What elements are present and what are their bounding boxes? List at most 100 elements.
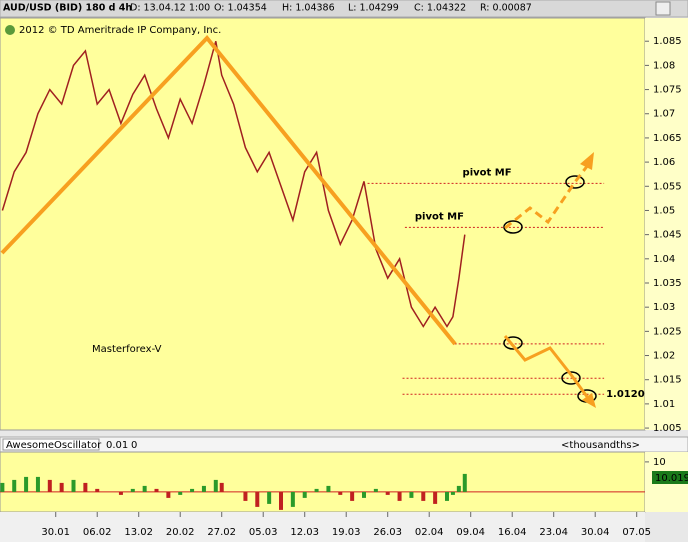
osc-bar: [267, 491, 272, 504]
x-tick-label: 30.01: [41, 527, 70, 538]
y-tick-label: 1.085: [653, 36, 682, 47]
y-tick-label: 10: [653, 457, 666, 468]
osc-bar: [178, 491, 183, 495]
osc-bar: [350, 491, 355, 501]
ellipse: [503, 220, 523, 234]
y-tick-label: 1.06: [653, 157, 675, 168]
osc-bar: [201, 485, 206, 492]
osc-bar: [302, 491, 307, 498]
x-tick-label: 13.02: [124, 527, 153, 538]
osc-panel: [0, 451, 646, 513]
osc-bar: [421, 491, 426, 501]
symbol: AUD/USD (BID) 180 d 4h: [3, 3, 132, 14]
osc-bar: [118, 491, 123, 495]
y-tick-label: 1.005: [653, 423, 682, 434]
y-tick-label: 1.055: [653, 181, 682, 192]
info-icon: [5, 25, 15, 35]
header-range: R: 0.00087: [480, 3, 532, 14]
x-tick-label: 30.04: [581, 527, 610, 538]
ellipse: [561, 371, 581, 385]
y-tick-label: 1.08: [653, 60, 675, 71]
window-button[interactable]: [655, 1, 671, 16]
x-tick-label: 23.04: [539, 527, 568, 538]
osc-title-box: [2, 438, 100, 451]
y-tick-label: 1.035: [653, 278, 682, 289]
osc-bar: [456, 485, 461, 492]
osc-bar: [326, 485, 331, 492]
x-tick-label: 16.04: [498, 527, 527, 538]
osc-bar: [243, 491, 248, 501]
y-tick-label: 1.015: [653, 375, 682, 386]
ellipse: [503, 336, 523, 350]
osc-bar: [462, 473, 467, 492]
x-tick-label: 26.03: [373, 527, 402, 538]
y-tick-label: 1.03: [653, 302, 675, 313]
y-tick-label: 1.065: [653, 133, 682, 144]
arrow-head: [582, 393, 596, 408]
price-axis: [645, 18, 688, 430]
x-tick-label: 02.04: [415, 527, 444, 538]
forecast-down: [503, 335, 590, 399]
osc-bar: [130, 488, 135, 492]
osc-marker-label: 10.019: [655, 473, 688, 484]
x-tick-label: 05.03: [249, 527, 278, 538]
y-tick-label: 1.075: [653, 85, 682, 96]
osc-bar: [0, 482, 5, 492]
x-tick-label: 07.05: [622, 527, 651, 538]
osc-bar: [219, 482, 224, 492]
osc-bar: [95, 488, 100, 492]
header-date: D: 13.04.12 1:00: [130, 3, 210, 14]
osc-bar: [373, 488, 378, 492]
osc-bar: [314, 488, 319, 492]
osc-bar: [409, 491, 414, 498]
ellipse: [565, 175, 585, 189]
osc-bar: [450, 491, 455, 495]
osc-bar: [12, 479, 17, 492]
osc-bar: [142, 485, 147, 492]
osc-bar: [71, 479, 76, 492]
x-tick-label: 19.03: [332, 527, 361, 538]
price-line: [1, 41, 466, 328]
osc-bar: [166, 491, 171, 498]
osc-bar: [433, 491, 438, 504]
osc-bar: [213, 479, 218, 492]
osc-bar: [24, 476, 29, 492]
x-tick-label: 06.02: [83, 527, 112, 538]
date-axis: [0, 512, 645, 542]
header-low: L: 1.04299: [348, 3, 399, 14]
y-tick-label: 1.045: [653, 230, 682, 241]
header-high: H: 1.04386: [282, 3, 335, 14]
x-tick-label: 12.03: [290, 527, 319, 538]
y-tick-label: 1.07: [653, 109, 675, 120]
osc-bar: [190, 488, 195, 492]
y-tick-label: 1.02: [653, 351, 675, 362]
header-bar: [0, 0, 688, 18]
arrow-head: [580, 152, 594, 170]
level-text: pivot MF: [415, 211, 464, 222]
x-tick-label: 09.04: [456, 527, 485, 538]
osc-bar: [290, 491, 295, 507]
annotations: [0, 34, 597, 408]
osc-bar: [338, 491, 343, 495]
osc-bar: [397, 491, 402, 501]
osc-bar: [255, 491, 260, 507]
y-tick-label: 1.05: [653, 205, 675, 216]
osc-units: <thousandths>: [561, 440, 640, 451]
y-tick-label: 1.01: [653, 399, 675, 410]
osc-bar: [59, 482, 64, 492]
osc-bar: [35, 476, 40, 492]
copyright: 2012 © TD Ameritrade IP Company, Inc.: [19, 25, 221, 36]
osc-param2: 0: [131, 440, 137, 451]
osc-bar: [361, 491, 366, 498]
y-tick-label: 1.025: [653, 326, 682, 337]
osc-param: 0.01: [106, 440, 128, 451]
osc-bar: [83, 482, 88, 492]
osc-bar: [385, 491, 390, 495]
osc-bar: [279, 491, 284, 510]
level-label: 1.0120: [606, 389, 645, 400]
trend-line: [0, 34, 457, 346]
level-text: pivot MF: [463, 167, 512, 178]
osc-bar: [444, 491, 449, 501]
watermark: Masterforex-V: [92, 344, 162, 355]
